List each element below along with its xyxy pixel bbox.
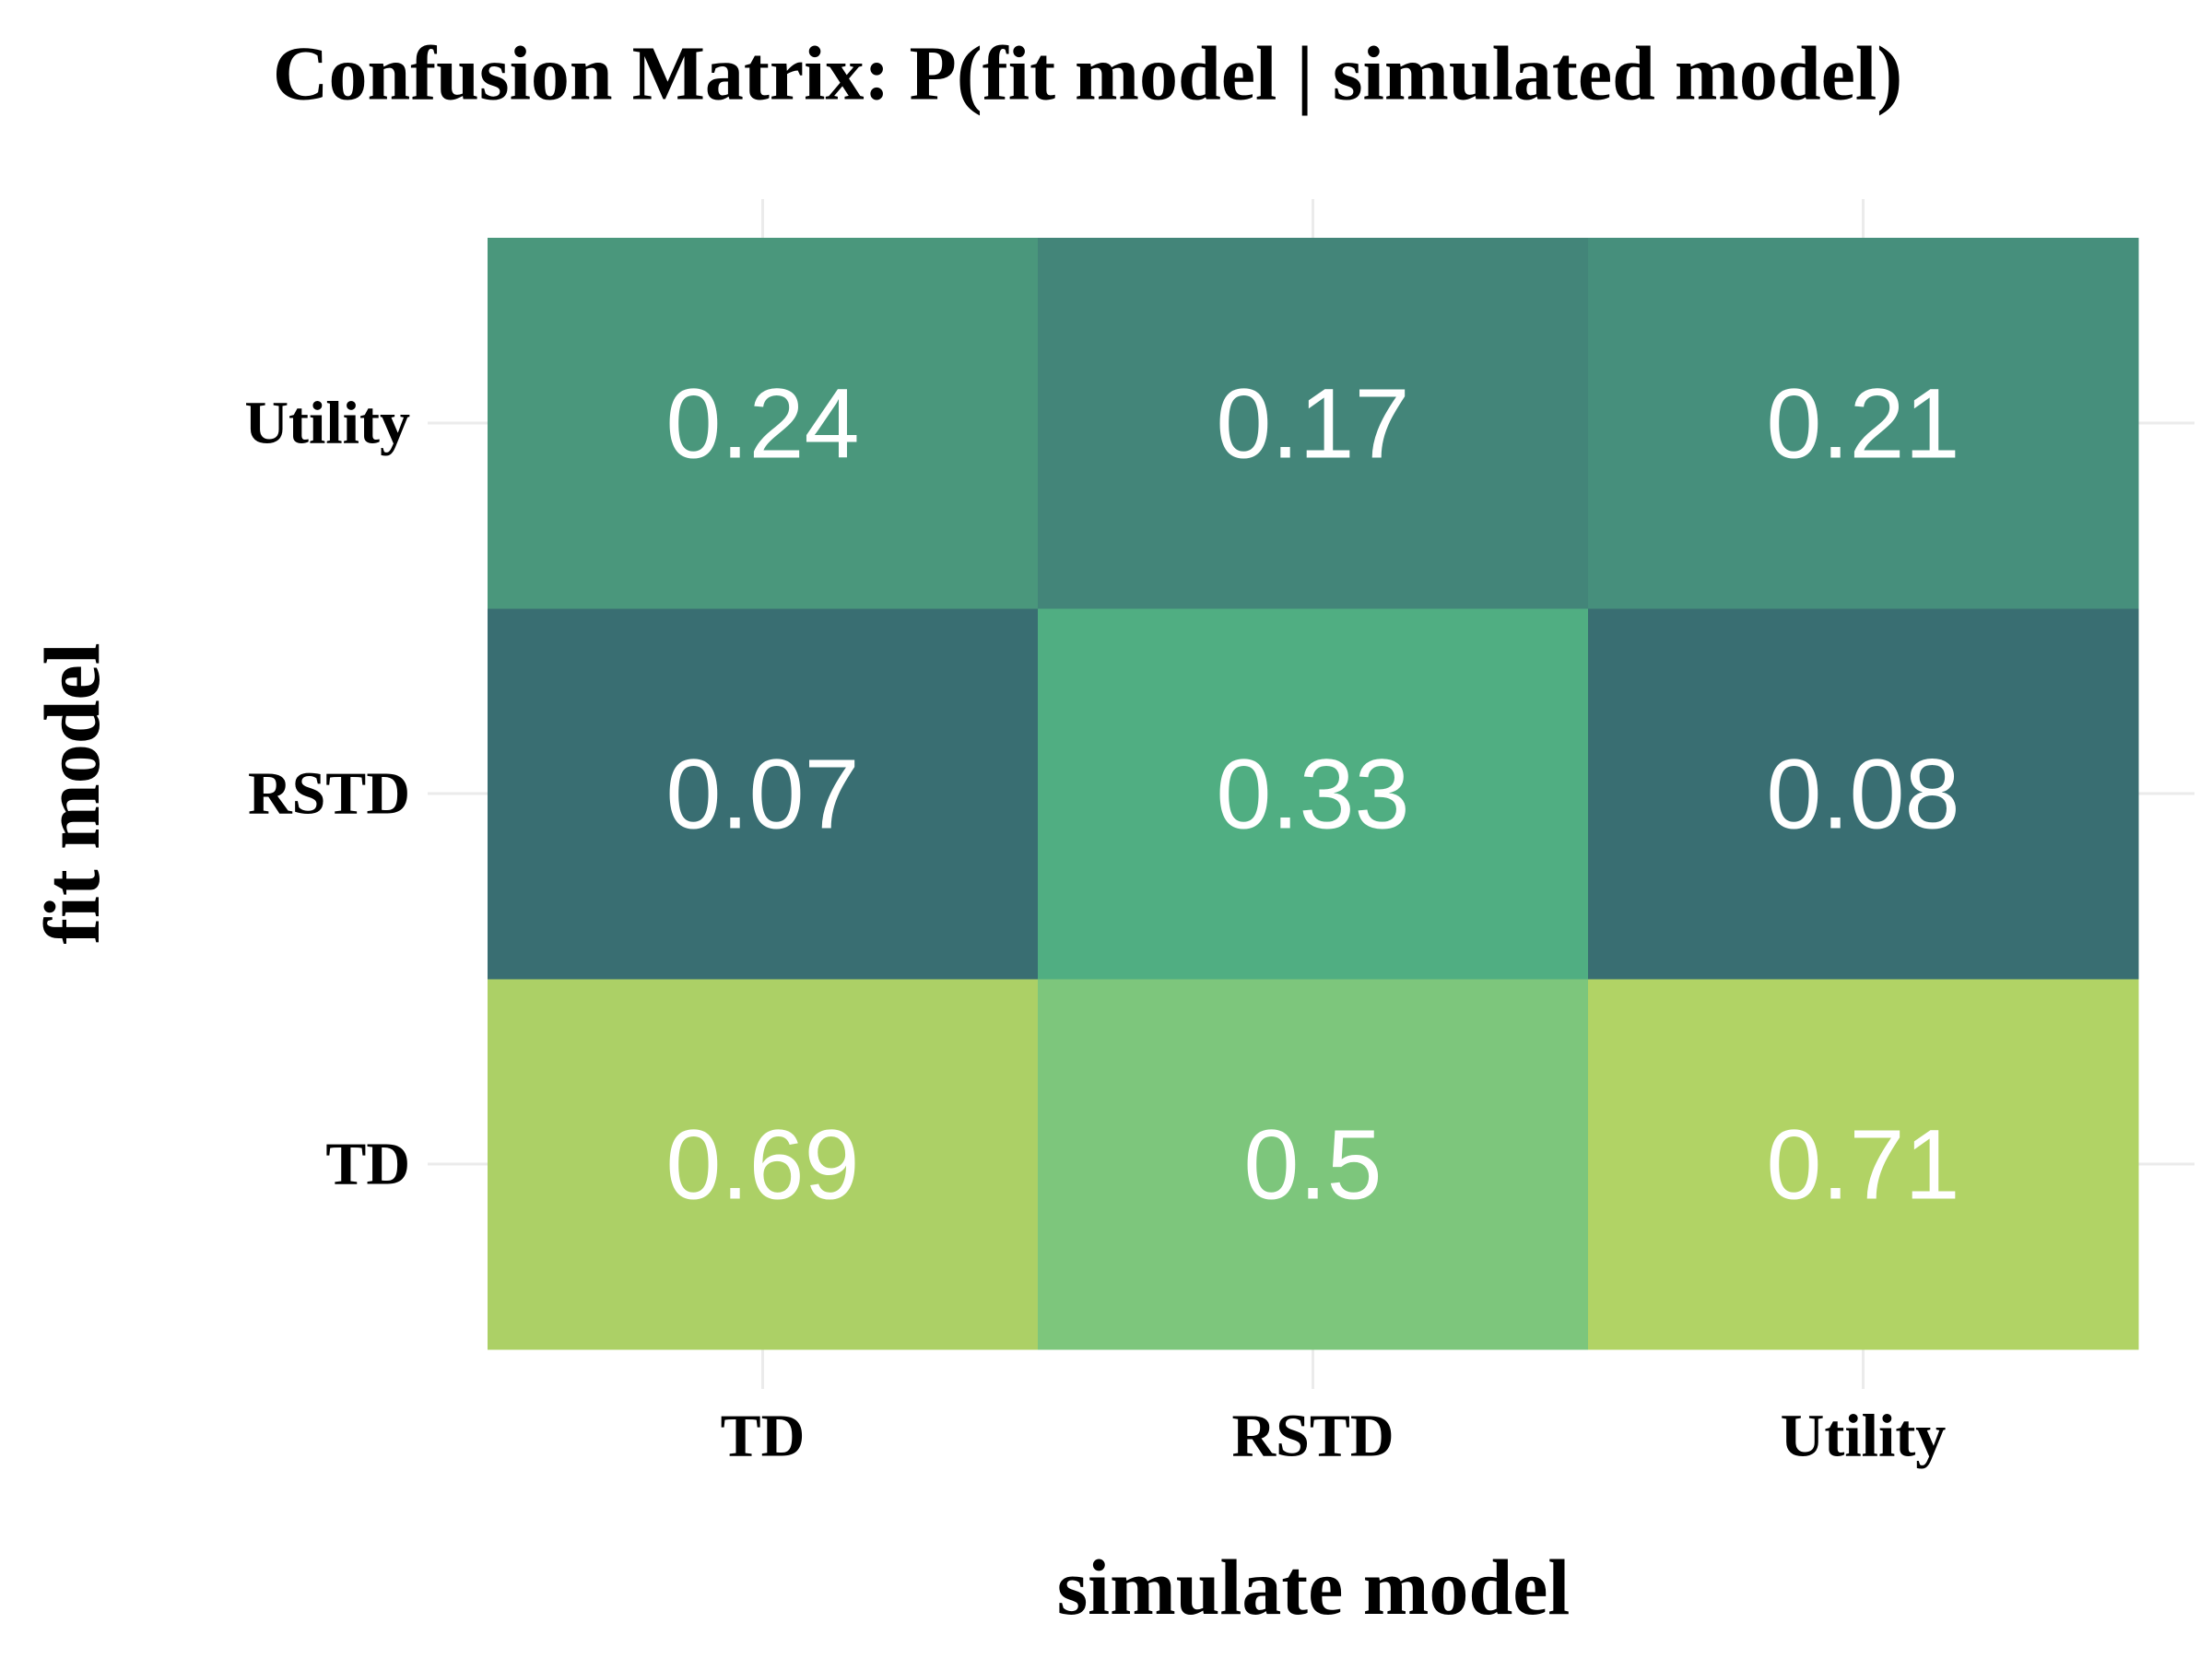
cell-value-label: 0.71 bbox=[1766, 1109, 1959, 1220]
heatmap-cell bbox=[488, 238, 1039, 609]
x-tick-label: RSTD bbox=[1231, 1403, 1394, 1470]
heatmap-cell bbox=[1038, 238, 1589, 609]
heatmap-cell bbox=[1038, 608, 1589, 980]
heatmap-cell bbox=[1038, 979, 1589, 1350]
cell-value-label: 0.07 bbox=[665, 738, 859, 850]
y-tick-label: Utility bbox=[244, 390, 410, 457]
cell-value-label: 0.21 bbox=[1766, 368, 1959, 479]
heatmap-cell bbox=[1588, 238, 2139, 609]
y-tick-label: RSTD bbox=[248, 760, 410, 828]
heatmap-cell bbox=[488, 608, 1039, 980]
x-tick-label: TD bbox=[721, 1403, 806, 1470]
y-axis-title: fit model bbox=[28, 642, 116, 944]
heatmap-cell bbox=[1588, 608, 2139, 980]
y-tick-label: TD bbox=[325, 1131, 410, 1198]
cell-value-label: 0.33 bbox=[1216, 738, 1409, 850]
chart-title: Confusion Matrix: P(fit model | simulate… bbox=[273, 31, 1902, 117]
cell-value-label: 0.69 bbox=[665, 1109, 859, 1220]
cell-value-label: 0.24 bbox=[665, 368, 859, 479]
cell-value-label: 0.08 bbox=[1766, 738, 1959, 850]
x-axis-title: simulate model bbox=[1057, 1543, 1571, 1631]
heatmap-cell bbox=[1588, 979, 2139, 1350]
cell-value-label: 0.5 bbox=[1243, 1109, 1382, 1220]
x-tick-label: Utility bbox=[1781, 1403, 1947, 1470]
heatmap-cell bbox=[488, 979, 1039, 1350]
cell-value-label: 0.17 bbox=[1216, 368, 1409, 479]
